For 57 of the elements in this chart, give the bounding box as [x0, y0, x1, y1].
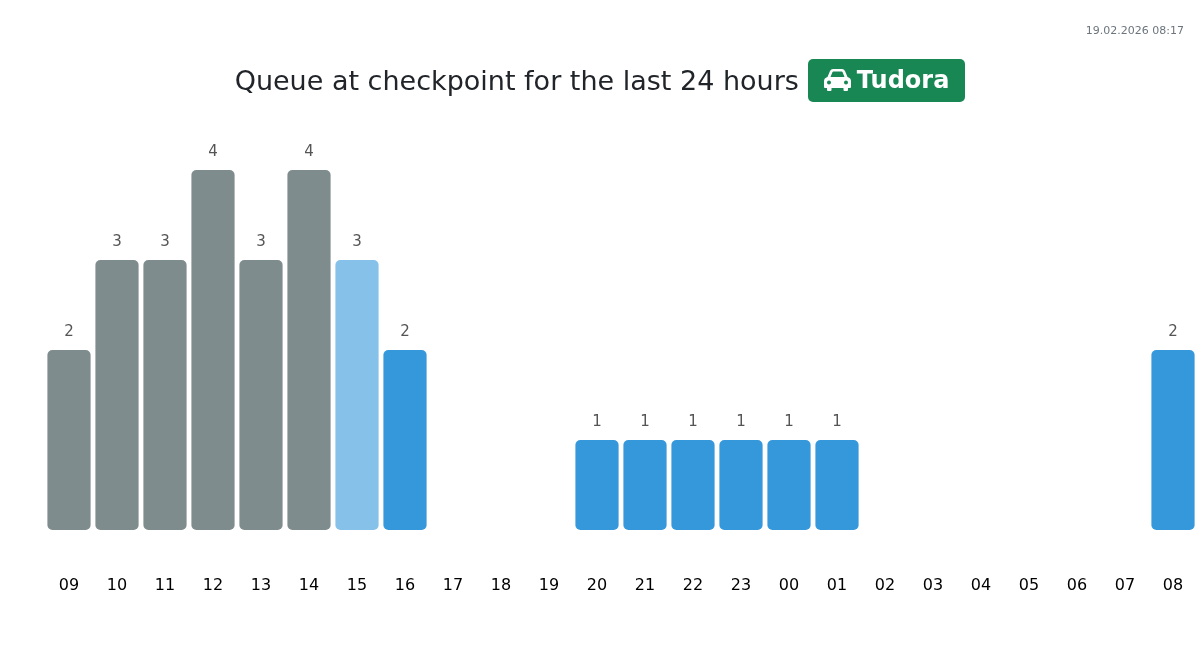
x-tick-label: 20	[586, 574, 608, 594]
bar	[623, 440, 667, 530]
x-tick-label: 16	[394, 574, 416, 594]
bar	[143, 260, 187, 530]
x-tick-label: 22	[682, 574, 704, 594]
bar	[47, 350, 91, 530]
data-label: 3	[352, 231, 362, 250]
x-tick-label: 18	[490, 574, 512, 594]
data-label: 2	[64, 321, 74, 340]
x-tick-label: 08	[1162, 574, 1184, 594]
bar	[95, 260, 139, 530]
bar	[383, 350, 427, 530]
x-tick-label: 10	[106, 574, 128, 594]
bar	[1151, 350, 1195, 530]
data-label: 3	[256, 231, 266, 250]
bar	[575, 440, 619, 530]
x-tick-label: 17	[442, 574, 464, 594]
text: 19.02.2026 08:17	[1085, 23, 1184, 39]
x-tick-label: 07	[1114, 574, 1136, 594]
x-tick-label: 15	[346, 574, 368, 594]
data-label: 1	[784, 411, 794, 430]
bar	[335, 260, 379, 530]
x-tick-label: 04	[970, 574, 992, 594]
x-tick-label: 03	[922, 574, 944, 594]
x-tick-label: 12	[202, 574, 224, 594]
bar	[671, 440, 715, 530]
x-tick-label: 09	[58, 574, 80, 594]
bar	[191, 170, 235, 530]
bar	[815, 440, 859, 530]
data-label: 1	[592, 411, 602, 430]
data-label: 3	[160, 231, 170, 250]
data-label: 3	[112, 231, 122, 250]
x-tick-label: 00	[778, 574, 800, 594]
data-label: 1	[736, 411, 746, 430]
data-label: 2	[1168, 321, 1178, 340]
data-label: 1	[688, 411, 698, 430]
x-tick-label: 13	[250, 574, 272, 594]
chart-subtitle: Tudora	[856, 66, 950, 94]
x-tick-label: 14	[298, 574, 320, 594]
x-tick-label: 06	[1066, 574, 1088, 594]
bar	[767, 440, 811, 530]
data-label: 4	[208, 141, 218, 160]
bar	[287, 170, 331, 530]
x-tick-label: 02	[874, 574, 896, 594]
x-tick-label: 11	[154, 574, 176, 594]
data-label: 1	[832, 411, 842, 430]
x-tick-label: 19	[538, 574, 560, 594]
data-label: 4	[304, 141, 314, 160]
data-label: 1	[640, 411, 650, 430]
x-tick-label: 21	[634, 574, 656, 594]
x-tick-label: 23	[730, 574, 752, 594]
x-tick-label: 01	[826, 574, 848, 594]
bar	[239, 260, 283, 530]
data-label: 2	[400, 321, 410, 340]
x-tick-label: 05	[1018, 574, 1040, 594]
chart-title: Queue at checkpoint for the last 24 hours	[234, 64, 799, 96]
bar	[719, 440, 763, 530]
